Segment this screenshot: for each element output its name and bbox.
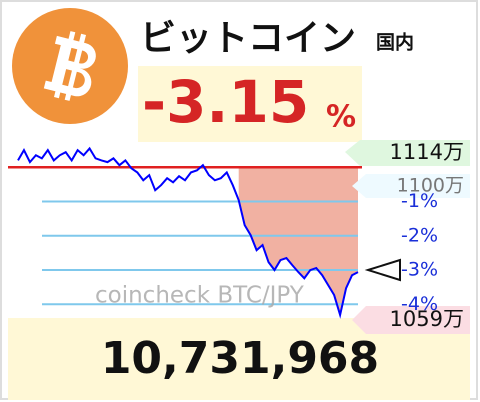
change-value: -3.15: [142, 68, 309, 136]
price-label-box: [345, 140, 470, 166]
watermark: coincheck BTC/JPY: [95, 283, 305, 309]
price-label: 1114万: [390, 140, 464, 164]
price-label-box: [352, 306, 470, 334]
y-tick-label: -2%: [401, 224, 438, 246]
change-box: [138, 66, 362, 142]
current-pointer: [364, 258, 401, 282]
price-label: 1100万: [397, 175, 464, 197]
plot: [8, 146, 362, 319]
y-tick-label: -4%: [401, 293, 438, 315]
price-label: 1059万: [390, 307, 464, 331]
bitcoin-logo: [12, 8, 128, 124]
price-label-box: [352, 174, 470, 198]
y-tick-label: -1%: [401, 190, 438, 212]
subtitle: 国内: [376, 31, 414, 54]
price: 10,731,968: [101, 333, 379, 384]
title: ビットコイン: [140, 18, 356, 59]
change-unit: %: [326, 100, 356, 135]
y-tick-label: -3%: [401, 259, 438, 281]
decline-area: [238, 167, 358, 315]
price-line: [17, 146, 359, 319]
